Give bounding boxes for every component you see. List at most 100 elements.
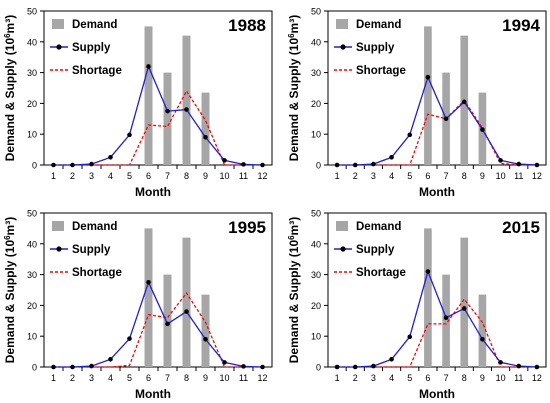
y-tick-label: 30 [27,68,37,78]
y-tick-label: 0 [316,161,321,171]
x-tick-label: 5 [127,373,132,383]
legend-supply-label: Supply [356,42,395,54]
legend-shortage-label: Shortage [72,267,122,279]
x-tick-label: 8 [462,171,467,181]
demand-bar [163,274,172,367]
x-tick-label: 11 [239,171,248,181]
demand-bar [163,72,172,165]
supply-point [184,107,189,112]
x-tick-label: 4 [108,373,113,383]
x-axis-label: Month [135,387,171,401]
supply-point [146,280,151,285]
supply-line [337,269,537,368]
demand-bar [478,294,487,367]
y-tick-label: 20 [27,99,37,109]
demand-bar [144,228,153,367]
x-tick-label: 8 [184,373,189,383]
x-tick-label: 9 [480,373,485,383]
legend-demand-label: Demand [72,19,117,31]
legend: Demand Supply Shortage [50,221,122,279]
supply-point [260,364,265,370]
y-tick-label: 10 [311,130,321,140]
y-tick-label: 20 [311,99,321,109]
supply-point [461,306,467,311]
demand-bar [182,35,191,165]
x-axis-label: Month [419,387,455,401]
supply-point [498,360,503,365]
y-axis-label-exponent: 6 [287,33,296,38]
y-tick-label: 20 [27,301,37,311]
supply-point [352,364,358,370]
y-axis-label-unit: m³) [287,217,301,236]
supply-line [337,75,537,166]
x-tick-label: 4 [389,373,394,383]
panel-year-title: 1994 [502,16,540,35]
x-tick-label: 3 [371,373,376,383]
x-tick-label: 1 [335,171,340,181]
supply-point [425,269,431,274]
x-tick-label: 8 [462,373,467,383]
supply-point [407,132,413,138]
supply-point [51,162,56,168]
supply-point [70,162,75,168]
x-tick-label: 9 [203,373,208,383]
y-axis-label-text: Demand & Supply (10 [3,38,17,162]
supply-point [165,321,170,327]
y-axis-label-exponent: 6 [3,235,12,240]
supply-point [334,364,340,370]
x-axis-label: Month [419,185,455,199]
x-tick-label: 6 [425,171,430,181]
x-tick-label: 5 [407,171,412,181]
legend-supply-label: Supply [72,42,111,54]
y-axis-label: Demand & Supply (106m³) [3,15,17,161]
supply-point [203,336,208,342]
legend-demand-label: Demand [356,221,401,233]
x-tick-label: 5 [127,171,132,181]
y-axis-label-unit: m³) [3,15,17,34]
x-tick-label: 10 [496,171,506,181]
demand-bar [442,274,450,367]
supply-point [203,134,208,140]
legend-demand-swatch [52,19,64,29]
y-axis-label: Demand & Supply (106m³) [287,15,301,161]
legend-shortage-label: Shortage [356,267,406,279]
legend-demand-swatch [336,19,348,29]
legend-demand-label: Demand [72,221,117,233]
y-tick-label: 30 [311,270,321,280]
supply-point [260,162,265,168]
x-tick-label: 4 [389,171,394,181]
x-tick-label: 3 [89,171,94,181]
shortage-line [53,89,263,166]
x-tick-label: 2 [70,373,75,383]
supply-point [165,108,170,114]
x-tick-label: 1 [335,373,340,383]
legend-demand-swatch [336,221,348,231]
shortage-line [53,291,263,368]
demand-bar [424,26,432,166]
x-tick-label: 6 [146,171,151,181]
x-tick-label: 6 [425,373,430,383]
x-tick-label: 10 [496,373,506,383]
y-tick-label: 50 [311,7,321,17]
supply-point [108,357,113,362]
x-tick-label: 3 [89,373,94,383]
x-tick-label: 5 [407,373,412,383]
shortage-line [337,99,537,166]
supply-point [146,64,151,69]
x-tick-label: 1 [51,171,56,181]
x-tick-label: 7 [165,171,170,181]
x-tick-label: 12 [257,171,267,181]
panel-year-title: 1988 [228,16,266,35]
y-axis-label: Demand & Supply (106m³) [287,217,301,363]
x-tick-label: 2 [353,373,358,383]
supply-point [516,363,522,369]
y-tick-label: 40 [27,37,37,47]
legend-demand-label: Demand [356,19,401,31]
y-axis-label: Demand & Supply (106m³) [3,217,17,363]
supply-point [334,162,340,168]
supply-point [443,116,449,122]
